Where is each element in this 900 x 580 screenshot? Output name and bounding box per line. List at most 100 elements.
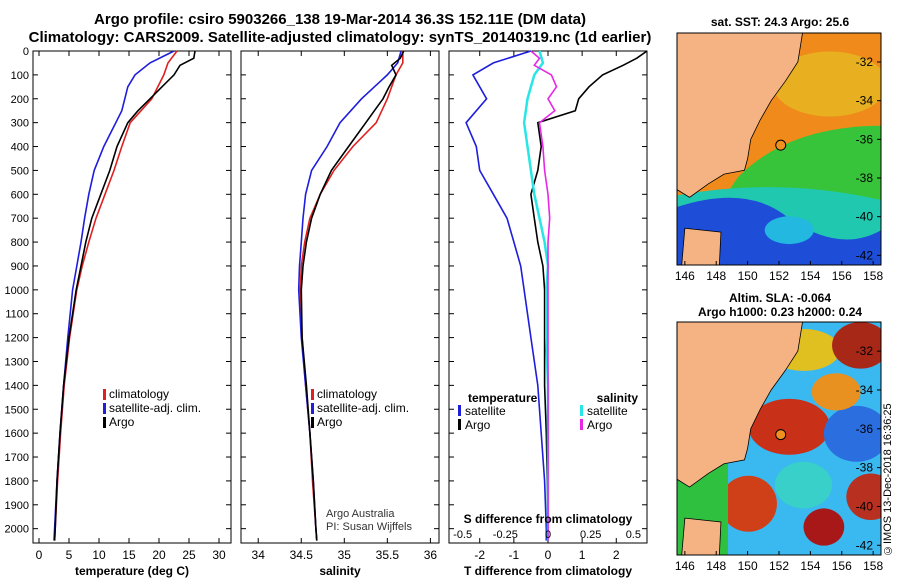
sla-map-title-line2: Argo h1000: 0.23 h2000: 0.24 — [697, 305, 863, 319]
map-x-tick-label: 158 — [863, 559, 883, 573]
depth-tick-label: 1800 — [5, 476, 29, 488]
annotation-text: Argo Australia — [326, 508, 395, 520]
legend-swatch — [580, 419, 583, 430]
map-x-tick-label: 154 — [800, 559, 820, 573]
s-tick-label: 0.5 — [626, 529, 641, 541]
legend-label: climatology — [109, 387, 169, 401]
map-y-tick-label: -34 — [856, 383, 874, 397]
x-tick-label: 20 — [152, 548, 166, 562]
main-title-line1: Argo profile: csiro 5903266_138 19-Mar-2… — [94, 11, 586, 28]
legend-label: Argo — [587, 418, 613, 432]
map-x-tick-label: 158 — [863, 269, 883, 283]
x-axis-label-temperature: temperature (deg C) — [75, 564, 189, 578]
argo-position-marker — [775, 139, 787, 151]
depth-tick-label: 1500 — [5, 404, 29, 416]
legend-label: satellite — [587, 404, 628, 418]
x-tick-label: 36 — [424, 548, 438, 562]
legend-swatch — [103, 389, 106, 400]
sla-eddy — [811, 373, 861, 411]
legend-title-temperature: temperature — [468, 391, 538, 405]
depth-tick-label: 1600 — [5, 428, 29, 440]
map-sla_map: 146 148 150 152 154 156 158 -32 -34 -36 -38 -40 -42 — [675, 321, 883, 573]
map-x-tick-label: 148 — [706, 269, 726, 283]
series-line-climatology — [299, 51, 404, 541]
legend-title-salinity: salinity — [597, 391, 639, 405]
legend-swatch — [458, 405, 461, 416]
depth-tick-label: 1700 — [5, 452, 29, 464]
legend-label: climatology — [317, 387, 377, 401]
x-tick-label: 0 — [36, 548, 43, 562]
s-tick-label: -0.25 — [493, 529, 518, 541]
sla-eddy — [719, 475, 777, 532]
depth-tick-label: 1400 — [5, 380, 29, 392]
depth-tick-label: 800 — [11, 237, 29, 249]
depth-tick-label: 1900 — [5, 500, 29, 512]
series-line-temperature-satellite — [465, 50, 548, 541]
map-y-tick-label: -36 — [856, 422, 874, 436]
depth-tick-label: 400 — [11, 142, 29, 154]
x-tick-label: 15 — [122, 548, 136, 562]
series-line-argo — [53, 50, 196, 541]
series-line-satellite-adj-clim- — [53, 50, 175, 541]
depth-tick-label: 100 — [11, 70, 29, 82]
map-x-tick-label: 156 — [832, 269, 852, 283]
legend-swatch — [311, 389, 314, 400]
map-x-tick-label: 148 — [706, 559, 726, 573]
map-content — [677, 322, 881, 555]
s-tick-label: -0.5 — [453, 529, 472, 541]
sla-map-title-line1: Altim. SLA: -0.064 — [728, 291, 832, 305]
legend-swatch — [311, 417, 314, 428]
argo-position-marker — [775, 429, 787, 441]
s-tick-label: 0.25 — [580, 529, 601, 541]
legend-swatch — [311, 403, 314, 414]
series-line-argo — [300, 50, 405, 541]
main-title-line2: Climatology: CARS2009. Satellite-adjuste… — [28, 29, 652, 46]
depth-tick-label: 700 — [11, 213, 29, 225]
depth-tick-label: 1000 — [5, 285, 29, 297]
legend-swatch — [458, 419, 461, 430]
sla-eddy — [823, 405, 881, 462]
map-y-tick-label: -40 — [856, 210, 874, 224]
map-x-tick-label: 146 — [675, 269, 695, 283]
legend-label: satellite-adj. clim. — [109, 401, 201, 415]
sla-eddy — [832, 322, 881, 369]
x-tick-label: 25 — [182, 548, 196, 562]
x-tick-label: 34.5 — [290, 548, 314, 562]
x-axis-label-salinity: salinity — [319, 564, 361, 578]
depth-tick-label: 2000 — [5, 524, 29, 536]
map-content — [677, 33, 881, 265]
x-tick-label: 35.5 — [376, 548, 400, 562]
s-tick-label: 0 — [545, 529, 551, 541]
series-line-salinity-argo — [530, 50, 558, 541]
map-x-tick-label: 152 — [769, 269, 789, 283]
legend-label: Argo — [465, 418, 491, 432]
x-tick-label: 35 — [338, 548, 352, 562]
s-difference-axis-label: S difference from climatology — [464, 512, 633, 526]
imos-credit: ©IMOS 13-Dec-2018 16:36:25 — [882, 403, 894, 556]
map-y-tick-label: -38 — [856, 171, 874, 185]
sst-map-title: sat. SST: 24.3 Argo: 25.6 — [710, 15, 850, 29]
depth-tick-label: 500 — [11, 165, 29, 177]
map-x-tick-label: 146 — [675, 559, 695, 573]
sla-eddy — [774, 461, 833, 509]
x-axis-label-differences: T difference from climatology — [464, 564, 632, 578]
x-tick-label: 10 — [92, 548, 106, 562]
map-x-tick-label: 152 — [769, 559, 789, 573]
map-x-tick-label: 154 — [800, 269, 820, 283]
depth-tick-label: 1100 — [5, 309, 29, 321]
annotation-text: PI: Susan Wijffels — [326, 521, 412, 533]
map-y-tick-label: -32 — [856, 344, 874, 358]
legend-swatch — [103, 417, 106, 428]
map-y-tick-label: -40 — [856, 499, 874, 513]
map-y-tick-label: -42 — [856, 248, 874, 262]
sst-patch — [772, 51, 881, 117]
map-y-tick-label: -34 — [856, 94, 874, 108]
plot-frame-salinity — [240, 50, 440, 544]
land-mass-australia — [677, 322, 803, 488]
series-line-temperature-argo — [530, 50, 648, 541]
depth-tick-label: 200 — [11, 94, 29, 106]
x-tick-label: -1 — [509, 548, 520, 562]
legend-swatch — [103, 403, 106, 414]
land-mass-tasmania — [681, 227, 722, 265]
